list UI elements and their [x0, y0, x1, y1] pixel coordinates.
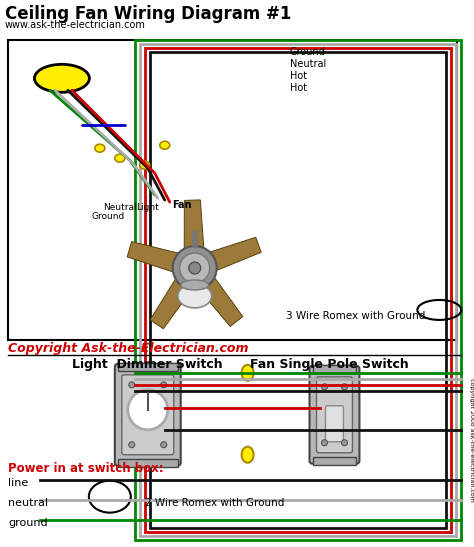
Text: Fan: Fan — [172, 200, 191, 210]
Bar — [150, 53, 447, 528]
Text: 3 Wire Romex with Ground: 3 Wire Romex with Ground — [285, 311, 425, 321]
Text: Light: Light — [137, 203, 159, 212]
Text: 2 Wire Romex with Ground: 2 Wire Romex with Ground — [145, 498, 284, 508]
FancyBboxPatch shape — [326, 406, 344, 442]
Text: neutral: neutral — [8, 498, 48, 508]
Circle shape — [129, 442, 135, 448]
Text: ground: ground — [8, 517, 47, 528]
Circle shape — [161, 382, 167, 388]
FancyBboxPatch shape — [115, 364, 181, 465]
Circle shape — [189, 262, 201, 274]
Ellipse shape — [242, 447, 254, 463]
Text: Hot: Hot — [290, 83, 307, 94]
Ellipse shape — [140, 161, 150, 169]
Text: Light  Dimmer Switch: Light Dimmer Switch — [73, 358, 223, 371]
Ellipse shape — [160, 141, 170, 149]
Polygon shape — [127, 242, 184, 274]
Text: Ceiling Fan Wiring Diagram #1: Ceiling Fan Wiring Diagram #1 — [5, 5, 292, 24]
Text: Power in at switch box:: Power in at switch box: — [8, 462, 164, 475]
Circle shape — [173, 246, 217, 290]
Circle shape — [321, 440, 328, 446]
Bar — [312, 457, 356, 465]
Circle shape — [180, 253, 210, 283]
Circle shape — [129, 382, 135, 388]
Bar — [312, 365, 356, 373]
Polygon shape — [150, 274, 195, 329]
Text: Ground: Ground — [290, 48, 325, 57]
Circle shape — [128, 390, 168, 430]
FancyBboxPatch shape — [122, 375, 174, 455]
Polygon shape — [184, 200, 204, 254]
Text: www.ask-the-electrician.com: www.ask-the-electrician.com — [5, 20, 146, 31]
FancyBboxPatch shape — [310, 366, 359, 464]
Bar — [145, 48, 451, 532]
Bar — [135, 40, 461, 539]
Ellipse shape — [115, 154, 125, 162]
Bar — [118, 459, 178, 467]
Circle shape — [341, 440, 347, 446]
Text: line: line — [8, 478, 28, 488]
Circle shape — [321, 384, 328, 390]
Polygon shape — [195, 273, 243, 327]
Ellipse shape — [181, 280, 209, 290]
Text: Copyright Ask-the-Electrician.com: Copyright Ask-the-Electrician.com — [8, 342, 248, 355]
FancyBboxPatch shape — [317, 377, 353, 453]
Text: Neutral: Neutral — [103, 203, 137, 212]
Text: copyright 2008 ask-the-electrician.com: copyright 2008 ask-the-electrician.com — [469, 378, 474, 502]
Text: Hot: Hot — [290, 71, 307, 82]
Circle shape — [341, 384, 347, 390]
Text: Neutral: Neutral — [290, 59, 326, 69]
Ellipse shape — [35, 65, 90, 92]
Circle shape — [161, 442, 167, 448]
Ellipse shape — [242, 365, 254, 381]
Bar — [8, 40, 457, 340]
Ellipse shape — [178, 284, 212, 308]
Text: Ground: Ground — [91, 212, 125, 221]
Bar — [140, 44, 456, 536]
Ellipse shape — [95, 144, 105, 152]
Polygon shape — [204, 237, 261, 272]
Text: Fan Single Pole Switch: Fan Single Pole Switch — [250, 358, 409, 371]
Bar — [118, 363, 178, 371]
